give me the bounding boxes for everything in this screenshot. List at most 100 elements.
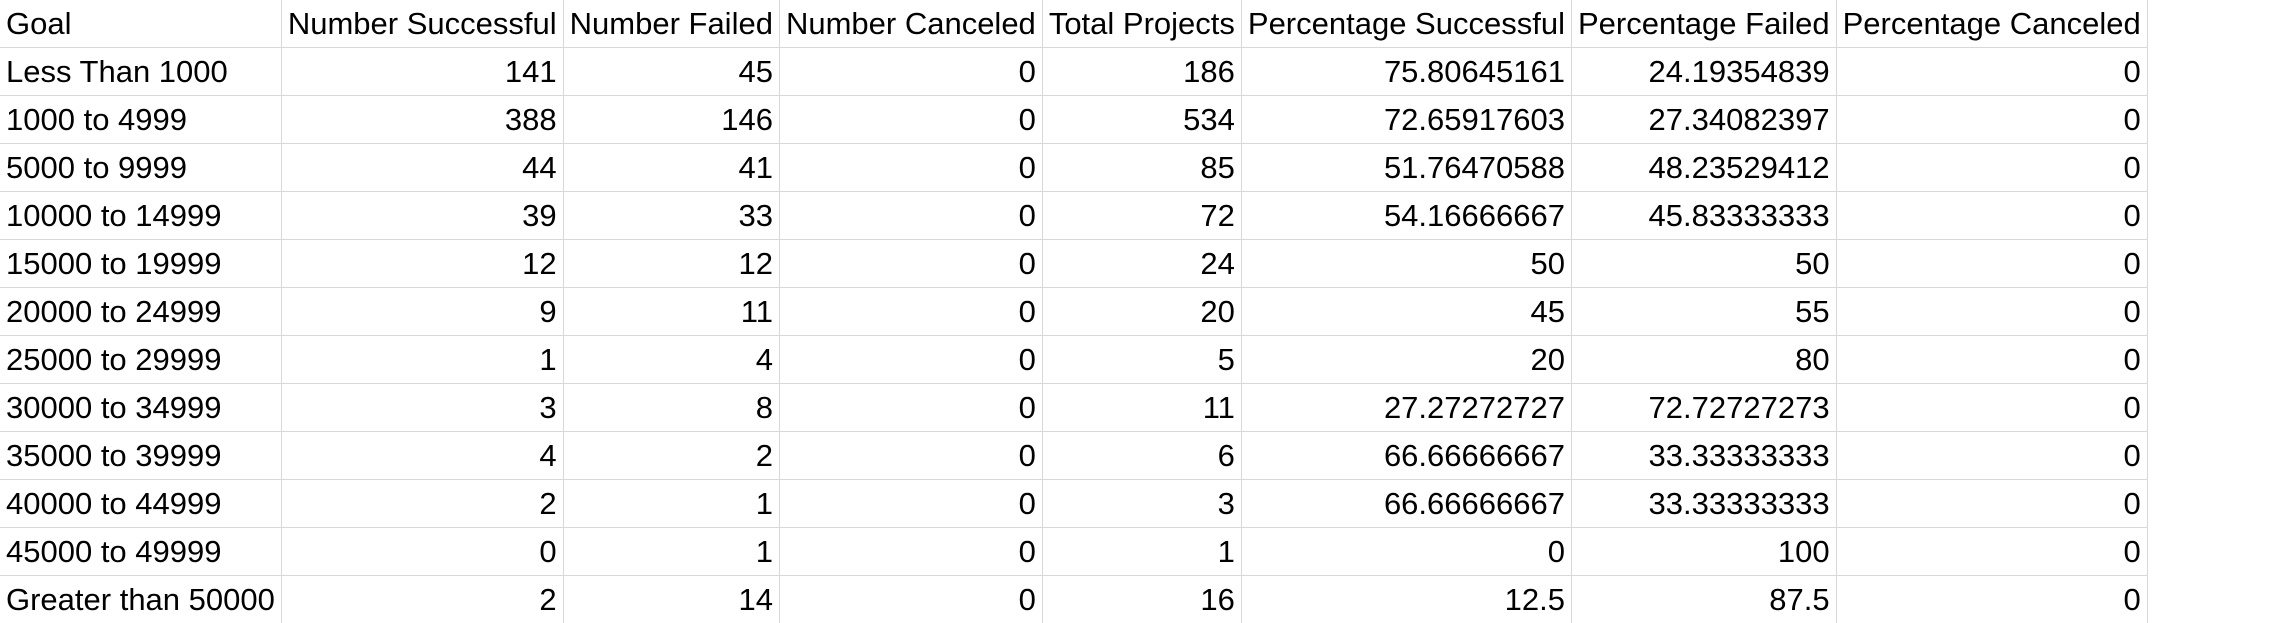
cell-percentage-successful[interactable]: 0 — [1241, 528, 1571, 576]
cell-goal[interactable]: 35000 to 39999 — [0, 432, 281, 480]
cell-percentage-failed[interactable]: 55 — [1571, 288, 1836, 336]
cell-number-failed[interactable]: 8 — [563, 384, 779, 432]
cell-goal[interactable]: 1000 to 4999 — [0, 96, 281, 144]
cell-total-projects[interactable]: 11 — [1042, 384, 1241, 432]
header-cell-number-failed[interactable]: Number Failed — [563, 0, 779, 48]
cell-percentage-failed[interactable]: 48.23529412 — [1571, 144, 1836, 192]
cell-percentage-successful[interactable]: 66.66666667 — [1241, 480, 1571, 528]
cell-percentage-successful[interactable]: 72.65917603 — [1241, 96, 1571, 144]
cell-percentage-canceled[interactable]: 0 — [1836, 240, 2147, 288]
cell-number-canceled[interactable]: 0 — [779, 384, 1042, 432]
cell-total-projects[interactable]: 6 — [1042, 432, 1241, 480]
cell-number-successful[interactable]: 12 — [281, 240, 563, 288]
header-cell-number-successful[interactable]: Number Successful — [281, 0, 563, 48]
cell-percentage-canceled[interactable]: 0 — [1836, 384, 2147, 432]
cell-number-canceled[interactable]: 0 — [779, 576, 1042, 623]
cell-number-failed[interactable]: 11 — [563, 288, 779, 336]
cell-goal[interactable]: 25000 to 29999 — [0, 336, 281, 384]
cell-percentage-canceled[interactable]: 0 — [1836, 528, 2147, 576]
cell-percentage-successful[interactable]: 66.66666667 — [1241, 432, 1571, 480]
cell-number-failed[interactable]: 12 — [563, 240, 779, 288]
cell-total-projects[interactable]: 3 — [1042, 480, 1241, 528]
cell-number-failed[interactable]: 14 — [563, 576, 779, 623]
cell-total-projects[interactable]: 20 — [1042, 288, 1241, 336]
cell-number-failed[interactable]: 1 — [563, 480, 779, 528]
cell-percentage-successful[interactable]: 27.27272727 — [1241, 384, 1571, 432]
cell-number-successful[interactable]: 141 — [281, 48, 563, 96]
cell-goal[interactable]: Greater than 50000 — [0, 576, 281, 623]
cell-number-successful[interactable]: 9 — [281, 288, 563, 336]
header-cell-goal[interactable]: Goal — [0, 0, 281, 48]
header-cell-number-canceled[interactable]: Number Canceled — [779, 0, 1042, 48]
cell-percentage-canceled[interactable]: 0 — [1836, 432, 2147, 480]
cell-goal[interactable]: 5000 to 9999 — [0, 144, 281, 192]
cell-percentage-failed[interactable]: 80 — [1571, 336, 1836, 384]
cell-number-failed[interactable]: 1 — [563, 528, 779, 576]
cell-percentage-failed[interactable]: 87.5 — [1571, 576, 1836, 623]
cell-percentage-failed[interactable]: 24.19354839 — [1571, 48, 1836, 96]
cell-number-failed[interactable]: 146 — [563, 96, 779, 144]
cell-number-successful[interactable]: 3 — [281, 384, 563, 432]
cell-number-successful[interactable]: 388 — [281, 96, 563, 144]
cell-number-canceled[interactable]: 0 — [779, 192, 1042, 240]
cell-percentage-failed[interactable]: 50 — [1571, 240, 1836, 288]
cell-number-canceled[interactable]: 0 — [779, 144, 1042, 192]
cell-number-canceled[interactable]: 0 — [779, 480, 1042, 528]
cell-total-projects[interactable]: 5 — [1042, 336, 1241, 384]
cell-number-successful[interactable]: 1 — [281, 336, 563, 384]
cell-percentage-successful[interactable]: 12.5 — [1241, 576, 1571, 623]
cell-percentage-canceled[interactable]: 0 — [1836, 336, 2147, 384]
cell-number-successful[interactable]: 0 — [281, 528, 563, 576]
cell-percentage-failed[interactable]: 27.34082397 — [1571, 96, 1836, 144]
cell-percentage-failed[interactable]: 33.33333333 — [1571, 432, 1836, 480]
cell-percentage-successful[interactable]: 51.76470588 — [1241, 144, 1571, 192]
cell-number-successful[interactable]: 44 — [281, 144, 563, 192]
cell-total-projects[interactable]: 186 — [1042, 48, 1241, 96]
header-cell-total-projects[interactable]: Total Projects — [1042, 0, 1241, 48]
cell-number-successful[interactable]: 39 — [281, 192, 563, 240]
cell-number-canceled[interactable]: 0 — [779, 432, 1042, 480]
cell-goal[interactable]: 15000 to 19999 — [0, 240, 281, 288]
cell-percentage-successful[interactable]: 50 — [1241, 240, 1571, 288]
cell-number-failed[interactable]: 41 — [563, 144, 779, 192]
cell-percentage-canceled[interactable]: 0 — [1836, 480, 2147, 528]
cell-percentage-canceled[interactable]: 0 — [1836, 288, 2147, 336]
cell-total-projects[interactable]: 85 — [1042, 144, 1241, 192]
header-cell-percentage-canceled[interactable]: Percentage Canceled — [1836, 0, 2147, 48]
cell-number-successful[interactable]: 2 — [281, 480, 563, 528]
cell-percentage-canceled[interactable]: 0 — [1836, 192, 2147, 240]
cell-number-canceled[interactable]: 0 — [779, 288, 1042, 336]
cell-number-successful[interactable]: 2 — [281, 576, 563, 623]
cell-percentage-canceled[interactable]: 0 — [1836, 576, 2147, 623]
cell-total-projects[interactable]: 16 — [1042, 576, 1241, 623]
cell-percentage-canceled[interactable]: 0 — [1836, 96, 2147, 144]
cell-goal[interactable]: 10000 to 14999 — [0, 192, 281, 240]
cell-total-projects[interactable]: 24 — [1042, 240, 1241, 288]
cell-number-successful[interactable]: 4 — [281, 432, 563, 480]
cell-percentage-failed[interactable]: 72.72727273 — [1571, 384, 1836, 432]
cell-goal[interactable]: Less Than 1000 — [0, 48, 281, 96]
cell-percentage-canceled[interactable]: 0 — [1836, 144, 2147, 192]
cell-total-projects[interactable]: 1 — [1042, 528, 1241, 576]
cell-percentage-successful[interactable]: 75.80645161 — [1241, 48, 1571, 96]
cell-number-canceled[interactable]: 0 — [779, 48, 1042, 96]
cell-number-failed[interactable]: 2 — [563, 432, 779, 480]
cell-percentage-failed[interactable]: 45.83333333 — [1571, 192, 1836, 240]
cell-total-projects[interactable]: 534 — [1042, 96, 1241, 144]
cell-percentage-successful[interactable]: 54.16666667 — [1241, 192, 1571, 240]
cell-number-failed[interactable]: 45 — [563, 48, 779, 96]
cell-number-canceled[interactable]: 0 — [779, 96, 1042, 144]
cell-goal[interactable]: 40000 to 44999 — [0, 480, 281, 528]
cell-goal[interactable]: 30000 to 34999 — [0, 384, 281, 432]
cell-goal[interactable]: 20000 to 24999 — [0, 288, 281, 336]
cell-percentage-successful[interactable]: 20 — [1241, 336, 1571, 384]
cell-percentage-failed[interactable]: 33.33333333 — [1571, 480, 1836, 528]
cell-goal[interactable]: 45000 to 49999 — [0, 528, 281, 576]
header-cell-percentage-failed[interactable]: Percentage Failed — [1571, 0, 1836, 48]
cell-number-canceled[interactable]: 0 — [779, 240, 1042, 288]
cell-number-failed[interactable]: 4 — [563, 336, 779, 384]
cell-total-projects[interactable]: 72 — [1042, 192, 1241, 240]
cell-number-failed[interactable]: 33 — [563, 192, 779, 240]
cell-number-canceled[interactable]: 0 — [779, 336, 1042, 384]
cell-percentage-successful[interactable]: 45 — [1241, 288, 1571, 336]
